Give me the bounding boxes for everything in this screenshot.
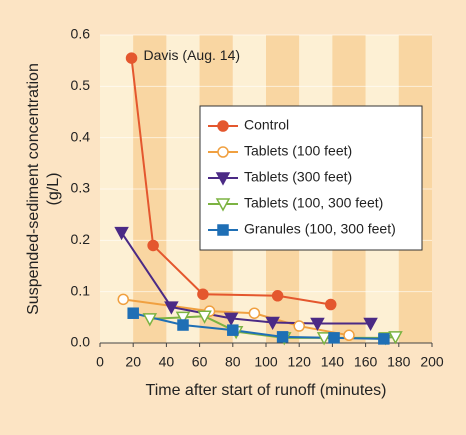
x-tick-label: 100: [254, 354, 278, 370]
data-point: [293, 320, 305, 332]
data-point: [127, 307, 139, 319]
data-point: [164, 301, 179, 315]
data-point: [177, 319, 189, 331]
data-point: [117, 293, 129, 306]
series-line: [132, 312, 384, 340]
y-tick-label: 0.5: [71, 77, 91, 93]
data-point: [276, 331, 289, 343]
data-point: [324, 298, 337, 311]
data-point: [310, 317, 325, 332]
data-point: [248, 307, 261, 319]
legend-marker: [217, 120, 229, 132]
legend-marker: [215, 172, 231, 186]
data-point: [343, 329, 355, 342]
y-axis-label: Suspended-sediment concentration: [25, 63, 42, 315]
data-point: [328, 332, 340, 344]
data-point: [175, 311, 191, 325]
x-tick-label: 200: [420, 354, 444, 370]
data-point: [114, 226, 129, 241]
data-point: [223, 312, 239, 326]
x-tick-label: 180: [387, 354, 411, 370]
data-point: [388, 331, 403, 345]
y-tick-label: 0.4: [71, 128, 91, 144]
annotation: Davis (Aug. 14): [144, 47, 240, 63]
y-tick-label: 0.6: [71, 26, 91, 42]
data-point: [265, 316, 280, 331]
data-point: [227, 324, 239, 336]
y-tick-label: 0.2: [71, 231, 91, 247]
x-tick-label: 160: [354, 354, 378, 370]
x-tick-label: 20: [125, 354, 141, 370]
legend-marker: [217, 146, 229, 158]
legend: Control Tablets (100 feet) Tablets (300 fe…: [199, 105, 423, 251]
legend-marker: [217, 224, 229, 236]
legend-label: Granules (100, 300 feet): [244, 221, 396, 237]
legend-marker: [215, 198, 231, 212]
data-point: [197, 288, 209, 300]
y-axis-label: (g/L): [45, 173, 62, 206]
y-tick-label: 0.3: [71, 180, 91, 196]
legend-label: Tablets (100 feet): [244, 143, 352, 159]
x-tick-label: 80: [225, 354, 241, 370]
legend-label: Tablets (300 feet): [244, 169, 352, 185]
series-line: [120, 232, 371, 325]
data-point: [271, 290, 284, 302]
data-point: [316, 332, 332, 346]
x-tick-label: 120: [288, 354, 312, 370]
x-axis-label: Time after start of runoff (minutes): [146, 382, 387, 399]
x-tick-label: 0: [96, 354, 104, 370]
x-tick-label: 60: [192, 354, 208, 370]
data-point: [363, 317, 378, 332]
y-tick-label: 0.1: [71, 282, 91, 298]
y-tick-label: 0.0: [71, 334, 91, 350]
data-point: [125, 52, 138, 64]
data-point: [197, 310, 212, 324]
data-point: [142, 313, 158, 327]
legend-label: Tablets (100, 300 feet): [244, 195, 383, 211]
x-tick-label: 40: [159, 354, 175, 370]
x-tick-label: 140: [321, 354, 345, 370]
legend-label: Control: [244, 117, 289, 133]
data-point: [147, 239, 159, 252]
data-point: [378, 333, 390, 345]
